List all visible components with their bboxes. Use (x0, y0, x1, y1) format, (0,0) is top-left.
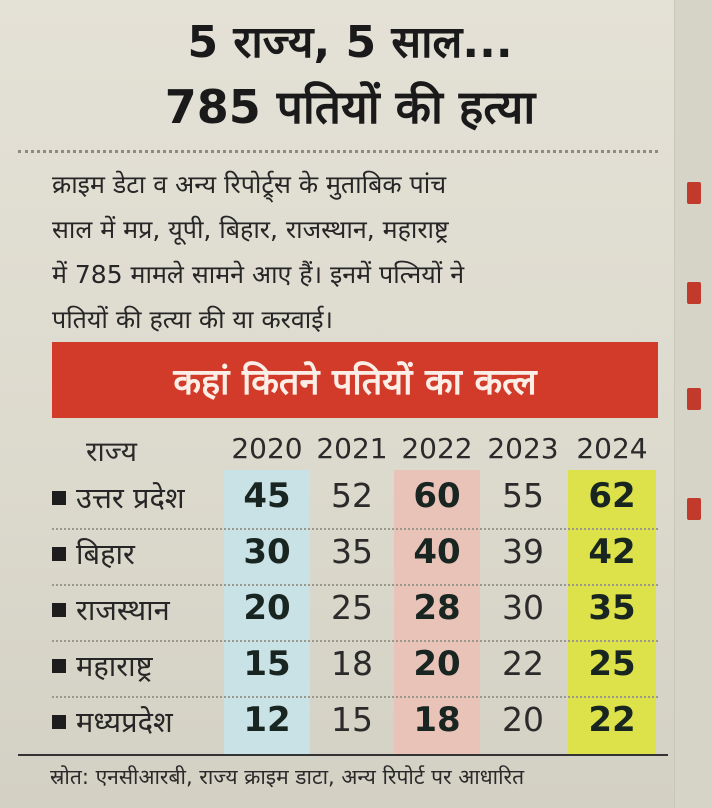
table-cell: 18 (331, 644, 373, 683)
square-bullet-icon (52, 658, 66, 673)
table-cell: 30 (502, 588, 544, 627)
table-row-state: बिहार (52, 534, 135, 573)
headline-line-2: 785 पतियों की हत्या (164, 80, 536, 134)
source-rule (18, 754, 668, 756)
table-title-banner: कहां कितने पतियों का कत्ल (52, 342, 658, 418)
table-cell: 42 (588, 532, 636, 572)
table-cell: 20 (413, 644, 461, 684)
column-header-year: 2022 (401, 432, 473, 465)
column-header-year: 2024 (576, 432, 648, 465)
table-row-state: मध्यप्रदेश (52, 702, 173, 741)
table-cell: 30 (243, 532, 291, 572)
column-header-year: 2020 (231, 432, 303, 465)
square-bullet-icon (52, 714, 66, 729)
table-cell: 25 (331, 588, 373, 627)
data-table: राज्य 2020 2021 2022 2023 2024 उत्तर प्र… (52, 418, 658, 754)
row-divider (52, 640, 658, 642)
highlight-column-2022 (394, 470, 480, 754)
table-cell: 12 (243, 700, 291, 740)
table-cell: 52 (331, 476, 373, 515)
highlight-column-2020 (224, 470, 310, 754)
state-label: राजस्थान (76, 593, 170, 627)
table-cell: 28 (413, 588, 461, 628)
table-cell: 20 (502, 700, 544, 739)
square-bullet-icon (52, 490, 66, 505)
intro-line: पतियों की हत्या की या करवाई। (52, 305, 334, 334)
table-title: कहां कितने पतियों का कत्ल (173, 361, 537, 403)
column-header-year: 2021 (316, 432, 388, 465)
state-label: उत्तर प्रदेश (76, 481, 185, 515)
adjacent-bullet-icon (687, 182, 701, 204)
row-divider (52, 696, 658, 698)
highlight-column-2024 (568, 470, 656, 754)
square-bullet-icon (52, 602, 66, 617)
row-divider (52, 528, 658, 530)
table-cell: 60 (413, 476, 461, 516)
table-cell: 35 (331, 532, 373, 571)
source-note: स्रोत: एनसीआरबी, राज्य क्राइम डाटा, अन्य… (50, 765, 525, 789)
table-cell: 35 (588, 588, 636, 628)
adjacent-bullet-icon (687, 282, 701, 304)
table-cell: 45 (243, 476, 291, 516)
square-bullet-icon (52, 546, 66, 561)
state-label: बिहार (76, 537, 135, 571)
adjacent-bullet-icon (687, 388, 701, 410)
state-label: मध्यप्रदेश (76, 705, 173, 739)
table-cell: 18 (413, 700, 461, 740)
table-cell: 15 (243, 644, 291, 684)
table-cell: 39 (502, 532, 544, 571)
intro-line: में 785 मामले सामने आए हैं। इनमें पत्निय… (52, 260, 465, 289)
table-cell: 22 (502, 644, 544, 683)
column-header-state: राज्य (86, 435, 137, 468)
table-cell: 40 (413, 532, 461, 572)
adjacent-column-edge (674, 0, 711, 808)
table-row-state: महाराष्ट्र (52, 646, 153, 685)
table-row-state: राजस्थान (52, 590, 170, 629)
table-cell: 15 (331, 700, 373, 739)
state-label: महाराष्ट्र (76, 649, 153, 683)
table-row-state: उत्तर प्रदेश (52, 478, 185, 517)
table-cell: 22 (588, 700, 636, 740)
table-cell: 55 (502, 476, 544, 515)
intro-paragraph: क्राइम डेटा व अन्य रिपोर्ट्र्स के मुताबि… (52, 162, 652, 342)
intro-line: साल में मप्र, यूपी, बिहार, राजस्थान, महा… (52, 215, 449, 244)
table-cell: 20 (243, 588, 291, 628)
headline-line-1: 5 राज्य, 5 साल... (187, 17, 513, 68)
adjacent-bullet-icon (687, 498, 701, 520)
intro-line: क्राइम डेटा व अन्य रिपोर्ट्र्स के मुताबि… (52, 170, 447, 199)
row-divider (52, 584, 658, 586)
table-cell: 62 (588, 476, 636, 516)
column-header-year: 2023 (487, 432, 559, 465)
table-cell: 25 (588, 644, 636, 684)
divider (18, 150, 658, 153)
